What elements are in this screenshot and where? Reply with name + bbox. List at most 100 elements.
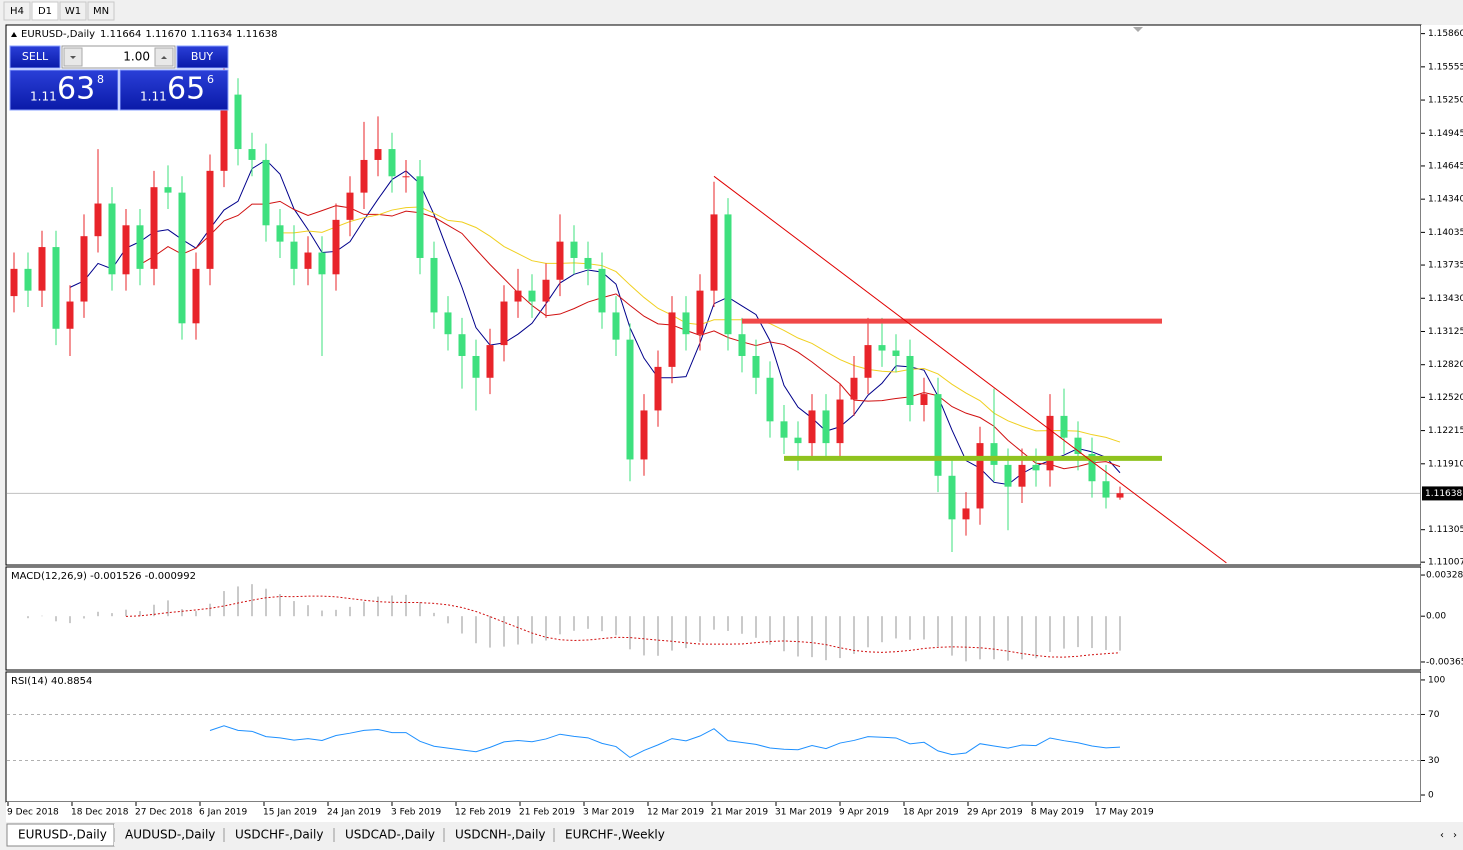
y-tick-label: 1.15250: [1428, 96, 1463, 106]
candle-body: [192, 268, 200, 324]
moving-average: [139, 200, 1121, 470]
candle-body: [1088, 454, 1096, 482]
timeframe-button[interactable]: [31, 1, 59, 21]
tab-scroll-left[interactable]: ‹: [1440, 830, 1444, 841]
candle-body: [724, 214, 732, 335]
candle-body: [332, 219, 340, 275]
candle-body: [1018, 464, 1026, 487]
time-axis: [6, 802, 1463, 822]
candle-body: [24, 268, 32, 291]
y-tick-label: 0.00: [1426, 612, 1446, 622]
y-tick-label: 100: [1428, 675, 1445, 685]
lots-input[interactable]: [61, 45, 176, 69]
y-tick-label: 1.15555: [1428, 62, 1463, 72]
timeframe-button[interactable]: [3, 1, 31, 21]
tab-label: USDCHF-,Daily: [235, 828, 323, 842]
x-tick-label: 9 Dec 2018: [7, 808, 59, 818]
plot-area: [7, 51, 1420, 564]
tab-scroll-right[interactable]: ›: [1453, 830, 1457, 841]
ask-frac: 6: [207, 73, 214, 86]
macd-chart: 0.003287 0.00 -0.003659: [27, 571, 1463, 667]
x-tick-label: 21 Feb 2019: [519, 808, 575, 818]
candle-body: [640, 410, 648, 460]
candle-body: [1046, 415, 1054, 471]
candle-body: [66, 301, 74, 329]
low-text: 1.11634: [191, 29, 232, 40]
trendline: [713, 175, 1227, 564]
candle-body: [668, 312, 676, 367]
y-tick-label: 1.12520: [1428, 393, 1463, 403]
current-price-label: 1.11638: [1425, 489, 1462, 499]
symbol: EURUSD-,Daily: [21, 29, 95, 40]
tab[interactable]: [444, 824, 554, 846]
candle-body: [122, 225, 130, 275]
candle-body: [766, 377, 774, 422]
x-tick-label: 31 Mar 2019: [775, 808, 832, 818]
y-tick-label: 1.14035: [1428, 228, 1463, 238]
candle-body: [262, 159, 270, 226]
candle-body: [514, 290, 522, 302]
candle-body: [528, 290, 536, 302]
candle-body: [934, 394, 942, 476]
candle-body: [136, 225, 144, 269]
sell-label: SELL: [22, 50, 49, 63]
header-icon: [11, 32, 17, 37]
y-tick-label: 1.13125: [1428, 327, 1463, 337]
chart-header: EURUSD-,Daily 1.11664 1.11670 1.11634 1.1163…: [21, 29, 277, 40]
candle-body: [388, 149, 396, 177]
x-tick-label: 27 Dec 2018: [135, 808, 193, 818]
price-chart: 1.15860 1.15555 1.15250 1.14945 1.14645 1.143…: [7, 29, 1463, 818]
ask-big: 1.11: [140, 90, 167, 104]
tab[interactable]: [554, 824, 664, 846]
candle-body: [864, 345, 872, 378]
candle-body: [892, 350, 900, 356]
candle-body: [402, 176, 410, 178]
y-tick-label: 1.14645: [1428, 161, 1463, 171]
timeframe-label: MN: [93, 6, 109, 17]
candle-body: [458, 334, 466, 356]
ask-box[interactable]: [119, 69, 229, 111]
candle-body: [906, 355, 914, 405]
y-tick-label: 0: [1428, 791, 1434, 801]
candle-body: [318, 252, 326, 275]
moving-average: [69, 159, 1121, 486]
candle-body: [584, 257, 592, 269]
candle-body: [1004, 464, 1012, 487]
open-text: 1.11664: [100, 29, 141, 40]
sell-button[interactable]: [9, 45, 61, 69]
candle-body: [178, 192, 186, 324]
candle-body: [598, 268, 606, 313]
candle-body: [626, 339, 634, 460]
candle-body: [822, 410, 830, 444]
candle-body: [738, 334, 746, 356]
candle-body: [80, 236, 88, 302]
candle-body: [612, 312, 620, 340]
candle-body: [248, 149, 256, 160]
x-tick-label: 18 Dec 2018: [71, 808, 129, 818]
y-tick-label: 1.15860: [1428, 29, 1463, 39]
candle-body: [220, 94, 228, 171]
timeframe-button[interactable]: [59, 1, 87, 21]
candle-body: [416, 176, 424, 258]
tab[interactable]: [224, 824, 334, 846]
tab[interactable]: [114, 824, 224, 846]
candle-body: [430, 257, 438, 313]
buy-button[interactable]: [176, 45, 229, 69]
bid-box[interactable]: [9, 69, 119, 111]
timeframe-button[interactable]: [87, 1, 115, 21]
tab-label: EURCHF-,Weekly: [565, 828, 665, 842]
tabs: EURUSD-,Daily AUDUSD-,Daily USDCHF-,Daily U…: [6, 823, 665, 847]
candle-body: [794, 437, 802, 444]
y-tick-label: -0.003659: [1426, 657, 1463, 667]
y-tick-label: 1.13735: [1428, 261, 1463, 271]
rsi-chart: 100 70 30 0: [7, 675, 1445, 801]
down-icon: [70, 56, 76, 59]
candle-body: [374, 149, 382, 160]
candle-body: [878, 345, 886, 351]
x-tick-label: 12 Feb 2019: [455, 808, 511, 818]
ask-pips: 65: [167, 72, 205, 107]
x-tick-label: 8 May 2019: [1031, 808, 1084, 818]
y-tick-label: 1.12820: [1428, 360, 1463, 370]
tab[interactable]: [334, 824, 444, 846]
candle-body: [150, 187, 158, 269]
